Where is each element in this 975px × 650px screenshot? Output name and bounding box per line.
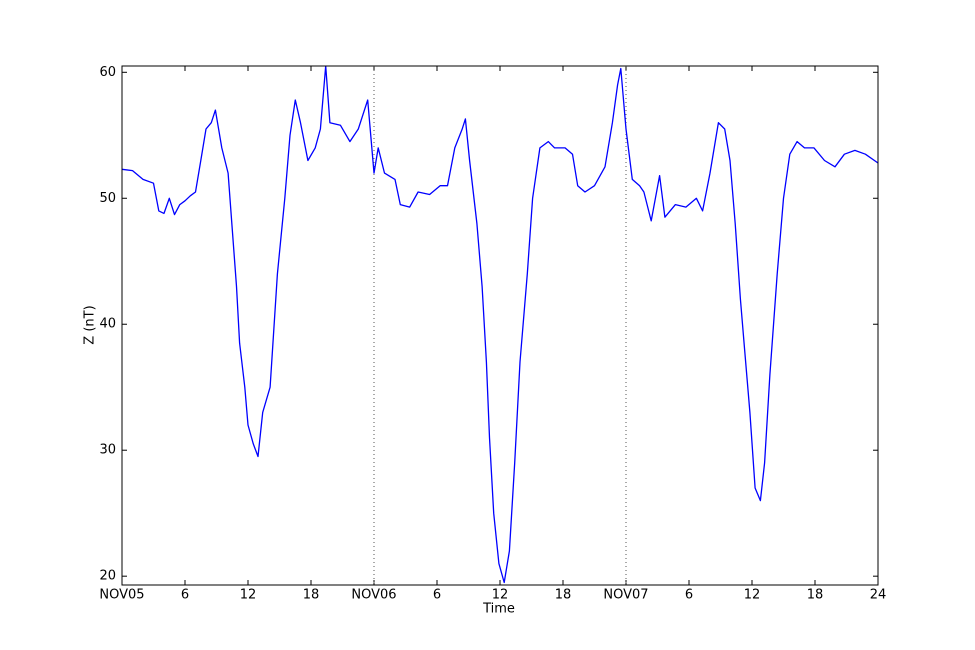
x-tick-label: 12 (240, 588, 257, 603)
data-line (122, 66, 878, 584)
x-tick-label: 18 (555, 588, 572, 603)
y-tick-label: 50 (99, 191, 116, 206)
x-tick-label: 6 (433, 588, 441, 603)
x-tick-label: 12 (492, 588, 509, 603)
y-tick-label: 30 (99, 443, 116, 458)
y-tick-label: 20 (99, 569, 116, 584)
x-tick-label: 6 (181, 588, 189, 603)
x-tick-label: NOV06 (351, 588, 396, 603)
y-tick-label: 60 (99, 65, 116, 80)
x-tick-label: NOV05 (99, 588, 144, 603)
plot-frame (121, 65, 879, 586)
x-axis-label: Time (482, 602, 515, 617)
x-tick-label: 18 (807, 588, 824, 603)
x-tick-label: 12 (744, 588, 761, 603)
x-tick-label: NOV07 (603, 588, 648, 603)
x-tick-label: 6 (685, 588, 693, 603)
y-tick-label: 40 (99, 317, 116, 332)
x-tick-label: 18 (303, 588, 320, 603)
y-axis-label: Z (nT) (83, 305, 98, 344)
x-tick-label: 24 (870, 588, 887, 603)
